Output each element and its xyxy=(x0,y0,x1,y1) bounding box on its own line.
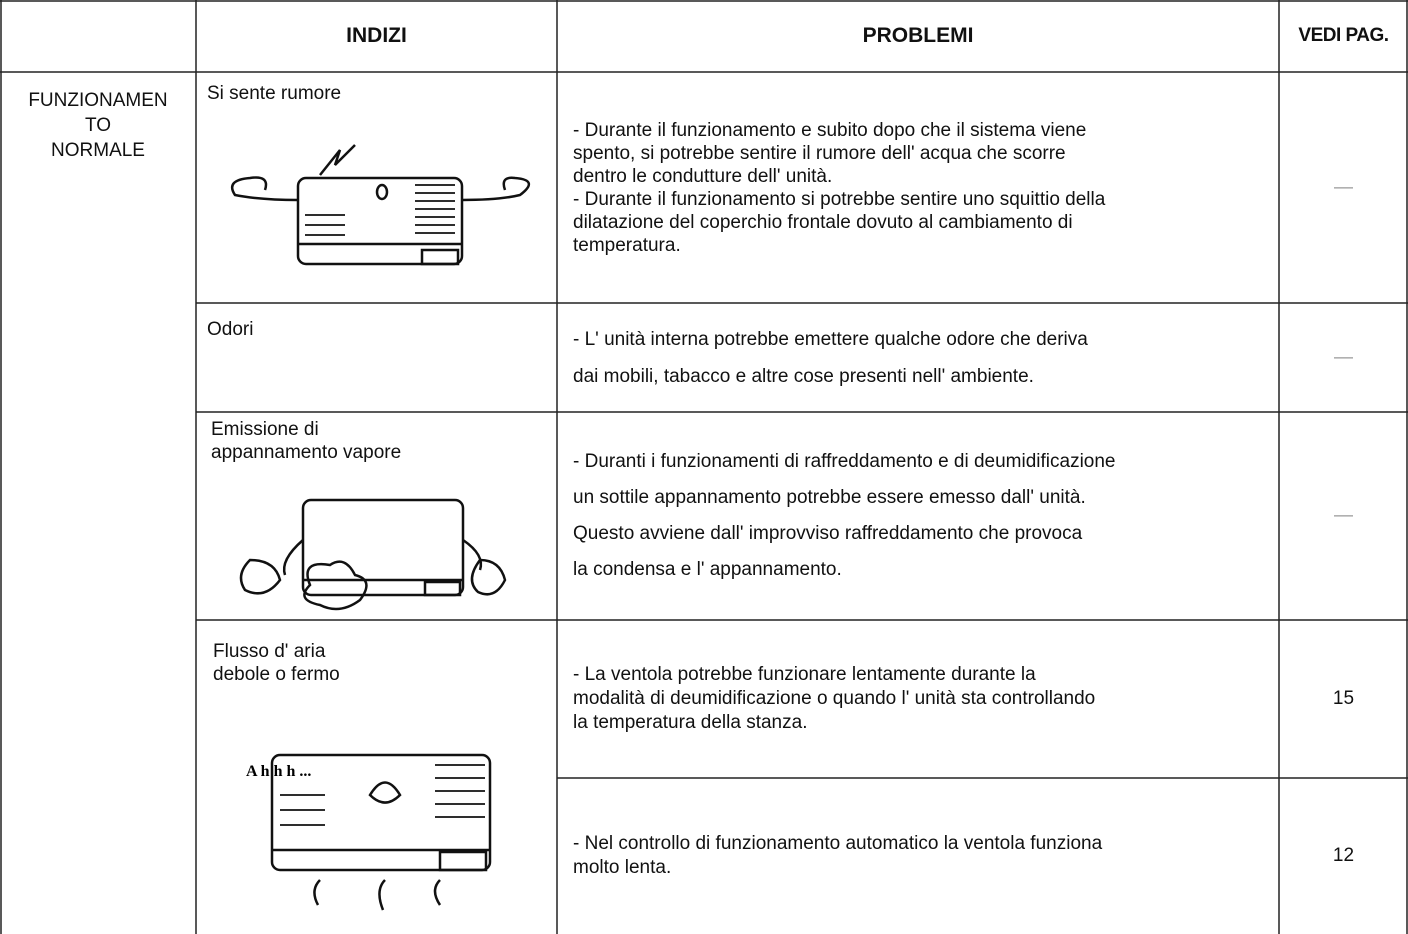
problem-line: dilatazione del coperchio frontale dovut… xyxy=(573,211,1073,233)
page-ref: 12 xyxy=(1332,845,1355,866)
problem-line: Questo avviene dall' improvviso raffredd… xyxy=(573,523,1083,544)
problem-cell: - La ventola potrebbe funzionare lentame… xyxy=(557,620,1279,778)
problem-line: la condensa e l' appannamento. xyxy=(573,559,842,580)
indizi-line: Emissione di xyxy=(211,419,319,440)
problem-line: - Durante il funzionamento si potrebbe s… xyxy=(573,188,1106,210)
indizi-cell: Flusso d' aria debole o fermo xyxy=(213,640,340,686)
header-cell: VEDI PAG. xyxy=(1298,25,1389,46)
indizi-cell: Emissione di appannamento vapore xyxy=(211,418,401,464)
problem-line: spento, si potrebbe sentire il rumore de… xyxy=(573,142,1066,164)
problem-line: dentro le condutture dell' unità. xyxy=(573,165,833,187)
problem-line: la temperatura della stanza. xyxy=(573,712,808,733)
problem-line: modalità di deumidificazione o quando l'… xyxy=(573,688,1096,709)
problem-line: - L' unità interna potrebbe emettere qua… xyxy=(573,328,1088,350)
problem-cell: - Durante il funzionamento e subito dopo… xyxy=(557,72,1279,303)
category-cell: FUNZIONAMEN TO NORMALE xyxy=(0,88,196,163)
problem-line: temperatura. xyxy=(573,234,681,256)
indizi-cell: Si sente rumore xyxy=(207,82,341,105)
page-ref: — xyxy=(1334,346,1353,368)
problem-line: un sottile appannamento potrebbe essere … xyxy=(573,487,1086,508)
indizi-cell: Odori xyxy=(207,318,253,341)
problem-cell: - Duranti i funzionamenti di raffreddame… xyxy=(557,412,1279,620)
problem-line: - La ventola potrebbe funzionare lentame… xyxy=(573,664,1036,685)
page-ref: 15 xyxy=(1332,688,1355,709)
indizi-line: Si sente rumore xyxy=(207,83,342,104)
indizi-line: appannamento vapore xyxy=(211,442,402,463)
illustrations xyxy=(230,144,530,911)
problem-line: - Duranti i funzionamenti di raffreddame… xyxy=(573,451,1116,472)
problem-line: dai mobili, tabacco e altre cose present… xyxy=(573,365,1034,387)
header-cell: PROBLEMI xyxy=(862,24,974,47)
indizi-line: debole o fermo xyxy=(213,664,340,685)
problem-cell: - L' unità interna potrebbe emettere qua… xyxy=(557,303,1279,412)
indizi-line: Flusso d' aria xyxy=(213,641,326,662)
indizi-line: Odori xyxy=(207,319,254,340)
problem-line: - Durante il funzionamento e subito dopo… xyxy=(573,119,1087,141)
page-ref: — xyxy=(1334,505,1353,526)
problem-line: molto lenta. xyxy=(573,857,672,878)
illustration-text: A h h h ... xyxy=(246,763,311,780)
category-line: TO xyxy=(84,115,112,136)
category-line: NORMALE xyxy=(51,140,145,161)
page-ref: — xyxy=(1334,176,1353,198)
problem-line: - Nel controllo di funzionamento automat… xyxy=(573,833,1103,854)
header-cell: INDIZI xyxy=(346,24,407,47)
category-line: FUNZIONAMEN xyxy=(28,90,168,111)
problem-cell: - Nel controllo di funzionamento automat… xyxy=(557,778,1279,934)
